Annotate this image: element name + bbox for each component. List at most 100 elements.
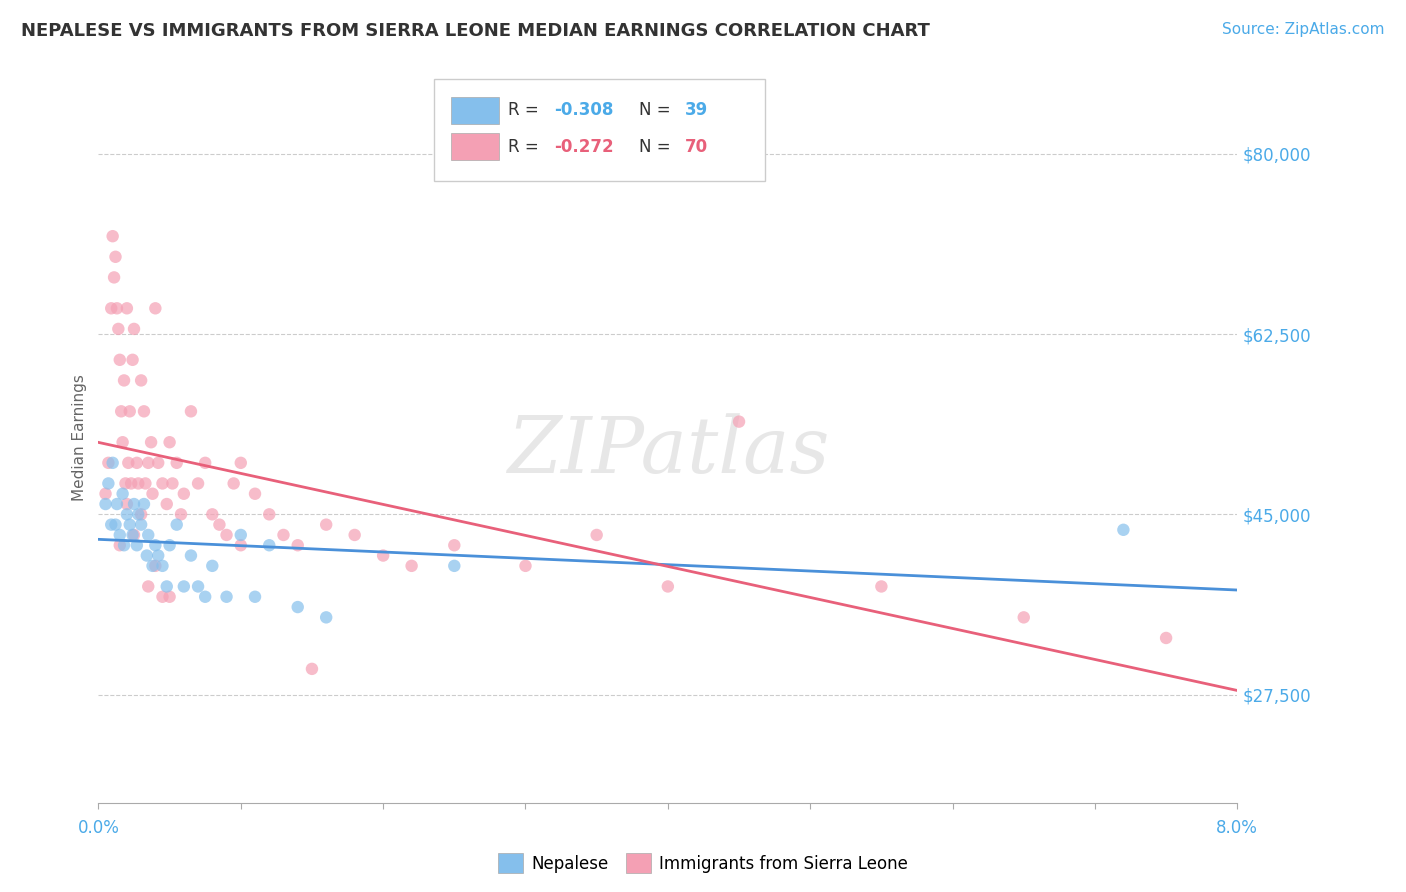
Point [148,456,170,470]
Text: NEPALESE VS IMMIGRANTS FROM SIERRA LEONE MEDIAN EARNINGS CORRELATION CHART: NEPALESE VS IMMIGRANTS FROM SIERRA LEONE… [21,22,929,40]
Point [1154,631,1177,645]
Point [122,322,145,336]
Point [301,662,323,676]
Point [115,301,138,316]
Text: N =: N = [640,101,676,120]
Point [127,508,149,522]
Y-axis label: Median Earnings: Median Earnings [72,374,87,500]
Point [162,476,184,491]
Point [159,435,181,450]
Point [201,508,224,522]
Point [166,456,188,470]
Point [259,538,281,552]
Point [108,538,131,552]
Point [229,456,252,470]
Point [136,456,159,470]
Point [657,579,679,593]
FancyBboxPatch shape [434,78,765,181]
Point [141,558,163,573]
Point [112,538,135,552]
Point [122,528,145,542]
Point [315,610,337,624]
Point [152,476,174,491]
Point [112,373,135,387]
Point [118,404,141,418]
Point [132,404,155,418]
Point [141,487,163,501]
Point [101,229,124,244]
Point [443,558,465,573]
Point [120,476,142,491]
Point [152,590,174,604]
Point [187,579,209,593]
Point [201,558,224,573]
Point [343,528,366,542]
Point [127,476,149,491]
Point [585,528,607,542]
Point [315,517,337,532]
Point [110,404,132,418]
Point [115,508,138,522]
Text: N =: N = [640,137,676,156]
Point [273,528,295,542]
Point [222,476,245,491]
Point [105,301,128,316]
Point [107,322,129,336]
Point [145,538,167,552]
Text: R =: R = [509,137,544,156]
Point [129,508,152,522]
Text: Source: ZipAtlas.com: Source: ZipAtlas.com [1222,22,1385,37]
Point [134,476,156,491]
Point [136,528,159,542]
Point [136,579,159,593]
Point [156,497,179,511]
Point [443,538,465,552]
Point [104,517,127,532]
Point [114,476,136,491]
Point [401,558,423,573]
Point [194,456,217,470]
Point [229,528,252,542]
Point [259,508,281,522]
Point [101,456,124,470]
Point [173,487,195,501]
Text: 8.0%: 8.0% [1216,820,1258,838]
Text: 70: 70 [685,137,709,156]
Text: R =: R = [509,101,544,120]
Point [145,558,167,573]
Point [170,508,193,522]
Point [515,558,537,573]
Point [215,528,238,542]
Point [215,590,238,604]
Point [156,579,179,593]
FancyBboxPatch shape [451,96,499,124]
Point [159,538,181,552]
Point [115,497,138,511]
Text: 39: 39 [685,101,709,120]
Point [97,456,120,470]
Point [180,404,202,418]
Point [243,487,266,501]
Point [121,352,143,367]
Point [870,579,893,593]
Point [111,487,134,501]
Point [159,590,181,604]
Point [728,415,751,429]
Point [229,538,252,552]
Point [108,528,131,542]
Point [187,476,209,491]
Point [105,497,128,511]
Point [94,497,117,511]
Point [108,352,131,367]
Text: -0.308: -0.308 [554,101,613,120]
Legend: Nepalese, Immigrants from Sierra Leone: Nepalese, Immigrants from Sierra Leone [492,847,914,880]
Text: ZIPatlas: ZIPatlas [506,414,830,490]
Point [243,590,266,604]
Point [287,600,309,615]
Text: -0.272: -0.272 [554,137,613,156]
Point [97,476,120,491]
Point [100,301,122,316]
Point [125,456,148,470]
Point [104,250,127,264]
Point [118,517,141,532]
